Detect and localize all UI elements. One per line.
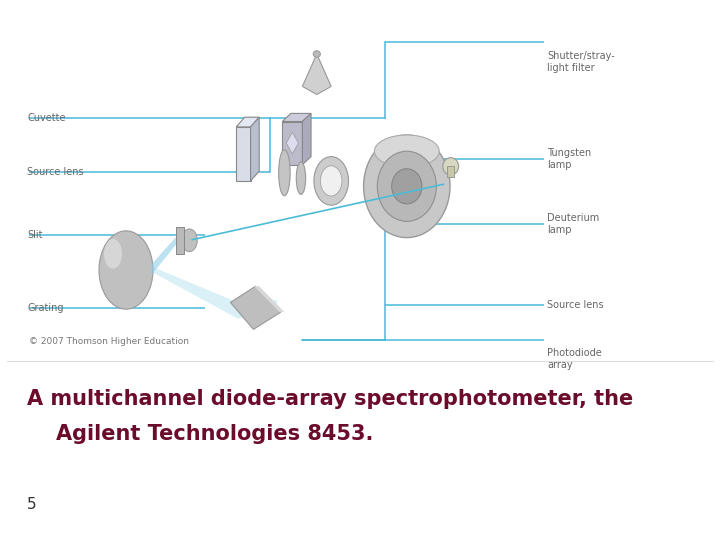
Text: Source lens: Source lens [27,167,84,177]
Polygon shape [254,286,284,312]
Ellipse shape [104,239,122,269]
Ellipse shape [377,151,436,221]
Ellipse shape [320,166,342,196]
Ellipse shape [314,157,348,205]
Text: Photodiode
array: Photodiode array [547,348,602,370]
FancyBboxPatch shape [176,227,184,254]
Text: Shutter/stray-
light filter: Shutter/stray- light filter [547,51,615,73]
FancyBboxPatch shape [282,122,302,165]
Text: Deuterium
lamp: Deuterium lamp [547,213,600,235]
Ellipse shape [443,158,459,175]
Polygon shape [287,132,298,154]
Text: A multichannel diode-array spectrophotometer, the: A multichannel diode-array spectrophotom… [27,389,634,409]
Text: 5: 5 [27,497,37,512]
Ellipse shape [297,162,305,194]
Polygon shape [151,237,176,275]
Text: Grating: Grating [27,303,64,313]
Polygon shape [236,117,259,127]
Ellipse shape [374,135,439,167]
Text: Tungsten
lamp: Tungsten lamp [547,148,591,171]
Text: © 2007 Thomson Higher Education: © 2007 Thomson Higher Education [29,336,189,346]
FancyBboxPatch shape [447,166,454,177]
Ellipse shape [279,150,290,195]
Text: Agilent Technologies 8453.: Agilent Technologies 8453. [27,424,374,444]
Ellipse shape [181,229,197,252]
Ellipse shape [364,135,450,238]
Polygon shape [302,113,311,165]
Text: Source lens: Source lens [547,300,604,310]
Polygon shape [302,54,331,94]
FancyBboxPatch shape [236,127,251,181]
Text: Cuvette: Cuvette [27,113,66,123]
Ellipse shape [99,231,153,309]
Polygon shape [251,117,259,181]
Ellipse shape [313,51,320,57]
Text: Slit: Slit [27,230,43,240]
Ellipse shape [392,168,422,204]
Polygon shape [282,113,311,122]
Polygon shape [230,286,281,329]
Polygon shape [153,267,277,319]
